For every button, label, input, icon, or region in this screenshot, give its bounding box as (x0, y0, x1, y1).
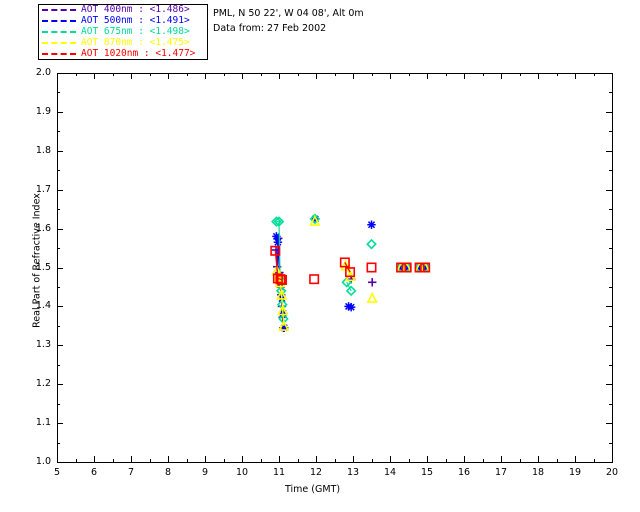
y-tick-label: 2.0 (35, 67, 51, 78)
y-tick-label: 1.1 (35, 417, 51, 429)
marker-asterisk (367, 221, 376, 229)
series-group (270, 245, 431, 285)
marker-diamond (366, 238, 377, 250)
y-tick-label: 1.9 (35, 105, 51, 117)
series-line (274, 250, 283, 281)
marker-square (339, 257, 350, 268)
x-tick-label: 5 (53, 467, 61, 478)
x-tick-label: 17 (494, 467, 508, 478)
x-tick-label: 16 (457, 467, 471, 478)
marker-diamond (273, 216, 285, 227)
marker-diamond (309, 213, 321, 225)
marker-square (401, 262, 412, 273)
legend-item: AOT 870nm : <1.475> (39, 37, 207, 48)
x-tick-label: 15 (420, 467, 434, 478)
legend-line-swatch (42, 20, 76, 23)
y-tick-label: 1.5 (35, 261, 51, 273)
x-tick-label: 8 (164, 467, 172, 478)
marker-asterisk (347, 303, 355, 311)
plot-frame (57, 73, 613, 463)
legend-item-label: AOT 675nm : <1.498> (81, 25, 190, 37)
legend-line-swatch (42, 52, 76, 55)
marker-square (276, 274, 287, 285)
y-tick-label: 1.4 (35, 300, 51, 312)
legend-item: AOT 400nm : <1.486> (39, 5, 207, 16)
marker-asterisk (272, 232, 280, 240)
marker-triangle (366, 291, 378, 303)
x-tick-label: 7 (127, 467, 135, 478)
series-group (271, 214, 431, 331)
legend-item: AOT 675nm : <1.498> (39, 25, 207, 38)
x-tick-label: 6 (90, 467, 98, 478)
x-tick-label: 19 (568, 467, 582, 478)
legend-item-label: AOT 1020nm : <1.477> (81, 47, 196, 59)
marker-square (345, 267, 356, 278)
legend-item-label: AOT 870nm : <1.475> (81, 36, 190, 48)
marker-triangle (278, 319, 290, 331)
marker-diamond (345, 285, 357, 297)
x-tick-label: 14 (383, 467, 397, 478)
series-group (271, 234, 377, 332)
marker-square (270, 245, 281, 256)
legend-item: AOT 1020nm : <1.477> (39, 48, 207, 59)
marker-square (420, 262, 431, 273)
x-tick-label: 18 (531, 467, 545, 478)
marker-square (309, 274, 320, 285)
y-tick-label: 1.7 (35, 183, 51, 195)
marker-triangle (309, 214, 321, 226)
marker-square (414, 262, 425, 273)
y-tick-label: 1.6 (35, 222, 51, 234)
x-tick-label: 13 (346, 467, 360, 478)
x-tick-label: 9 (201, 467, 209, 478)
x-tick-label: 11 (272, 467, 286, 478)
y-tick-label: 1.2 (35, 378, 51, 390)
legend-line-swatch (42, 9, 76, 12)
legend: AOT 400nm : <1.486> AOT 500nm : <1.491> AO… (38, 4, 208, 60)
legend-line-swatch (42, 41, 76, 44)
marker-triangle (277, 304, 289, 316)
x-tick-label: 20 (605, 467, 619, 478)
marker-square (366, 262, 377, 273)
y-tick-label: 1.0 (35, 456, 51, 467)
marker-square (396, 262, 407, 273)
legend-item: AOT 500nm : <1.491> (39, 16, 207, 27)
y-tick-label: 1.8 (35, 144, 51, 156)
legend-item-label: AOT 500nm : <1.491> (81, 15, 190, 27)
y-tick-label: 1.3 (35, 339, 51, 351)
x-tick-label: 10 (235, 467, 249, 478)
data-date-text: Data from: 27 Feb 2002 (213, 23, 327, 34)
marker-diamond (271, 216, 282, 227)
series-line (346, 282, 352, 292)
legend-line-swatch (42, 30, 76, 33)
site-location-text: PML, N 50 22', W 04 08', Alt 0m (213, 8, 364, 19)
legend-item-label: AOT 400nm : <1.486> (81, 4, 190, 16)
x-tick-label: 12 (309, 467, 323, 478)
marker-triangle (276, 288, 288, 300)
x-axis-label: Time (GMT) (285, 484, 341, 495)
